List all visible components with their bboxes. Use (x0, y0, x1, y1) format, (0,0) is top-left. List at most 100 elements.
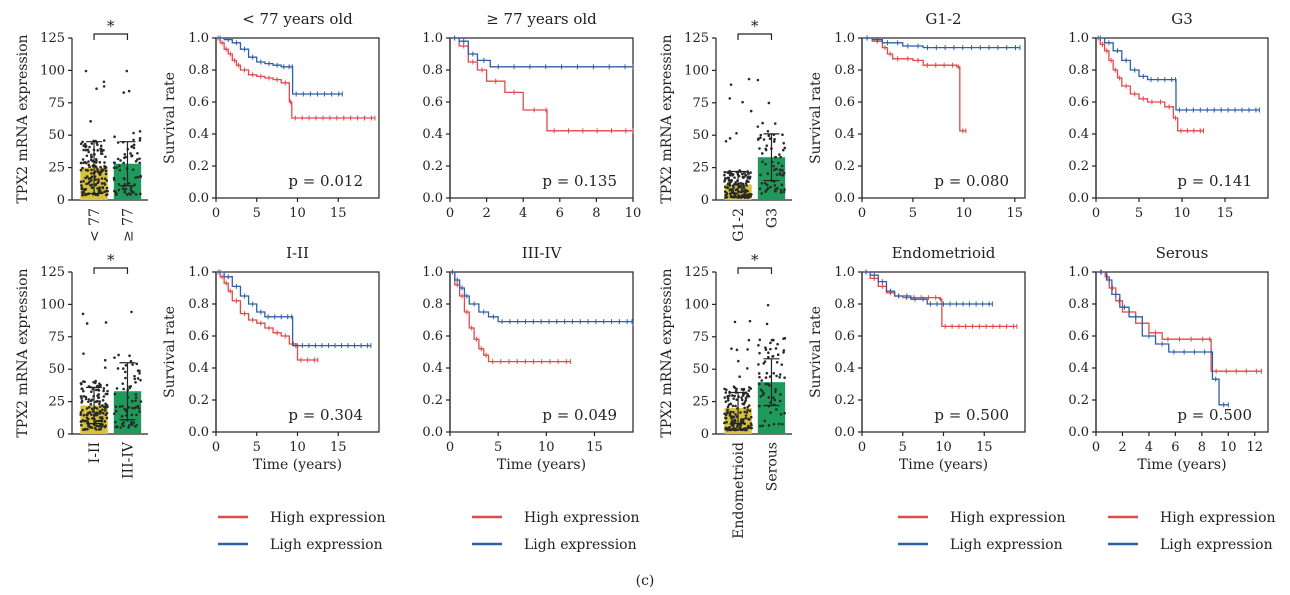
scatter-point (100, 419, 103, 423)
y-tick-label: 0.4 (422, 127, 443, 142)
scatter-point (728, 188, 732, 192)
scatter-point (778, 373, 782, 376)
scatter-point (127, 89, 131, 93)
scatter-point (105, 383, 109, 387)
scatter-point (729, 402, 733, 406)
scatter-point (748, 386, 751, 389)
scatter-point (134, 381, 137, 384)
scatter-point (103, 420, 107, 423)
scatter-point (732, 415, 736, 419)
scatter-point (80, 184, 83, 187)
legend-label-low: Ligh expression (1160, 537, 1273, 553)
y-tick-label: 0.2 (1068, 393, 1089, 408)
scatter-point (101, 398, 105, 402)
scatter-point (746, 405, 749, 409)
scatter-point (117, 164, 121, 168)
y-tick-label: 1.0 (834, 265, 855, 280)
scatter-point (96, 143, 99, 147)
scatter-point (104, 155, 107, 159)
scatter-point (104, 406, 107, 410)
scatter-point (101, 417, 104, 421)
x-category-label: G1-2 (731, 208, 747, 242)
scatter-point (128, 424, 131, 427)
scatter-point (138, 157, 141, 160)
scatter-point (783, 188, 786, 191)
chart-panel-8: 0.0 0.2 0.4 0.6 0.8 1.0 Survival rate 0 5 10 15 I-I… (162, 244, 380, 473)
y-axis-label: Survival rate (162, 72, 178, 164)
scatter-point (135, 423, 138, 427)
x-tick-label: 2 (1118, 440, 1126, 455)
scatter-point (724, 391, 728, 394)
scatter-point (765, 322, 769, 326)
significance-bracket (93, 33, 129, 40)
scatter-point (757, 382, 761, 386)
y-tick-label: 125 (684, 31, 709, 46)
scatter-point (723, 190, 727, 193)
scatter-point (118, 405, 122, 408)
scatter-point (123, 370, 127, 374)
scatter-point (122, 91, 126, 94)
scatter-point (138, 410, 141, 413)
scatter-point (90, 155, 93, 159)
scatter-point (775, 360, 779, 364)
figure-label: (c) (636, 573, 655, 589)
scatter-point (121, 382, 125, 385)
scatter-point (739, 420, 743, 424)
scatter-point (125, 193, 129, 196)
scatter-point (80, 423, 83, 427)
y-tick-label: 0.0 (1068, 425, 1089, 440)
scatter-point (761, 424, 765, 428)
scatter-point (88, 165, 91, 169)
scatter-point (105, 411, 109, 415)
x-tick-label: 6 (556, 206, 564, 221)
scatter-point (732, 410, 735, 414)
scatter-point (735, 131, 738, 135)
scatter-point (730, 179, 733, 183)
scatter-point (113, 161, 116, 165)
plot-frame (449, 271, 634, 433)
scatter-point (724, 185, 727, 189)
significance-star: * (107, 251, 115, 269)
scatter-point (758, 424, 762, 428)
scatter-point (105, 193, 109, 196)
scatter-point (725, 420, 728, 424)
scatter-point (84, 187, 88, 191)
scatter-point (742, 418, 745, 421)
scatter-point (98, 160, 102, 164)
scatter-point (742, 388, 745, 392)
scatter-point (779, 188, 783, 192)
scatter-point (88, 180, 91, 184)
scatter-point (129, 186, 133, 189)
chart-panel-9: 0.0 0.2 0.4 0.6 0.8 1.0 0 5 10 15 III-IV Time (year… (422, 244, 634, 473)
scatter-point (79, 142, 83, 146)
scatter-point (85, 175, 89, 178)
scatter-point (81, 166, 84, 170)
scatter-point (778, 399, 782, 403)
scatter-point (777, 422, 781, 426)
scatter-point (759, 136, 762, 139)
p-value-label: p = 0.012 (288, 172, 363, 190)
scatter-point (102, 148, 105, 152)
x-tick-label: 5 (253, 440, 261, 455)
scatter-point (771, 354, 775, 358)
scatter-point (739, 190, 742, 194)
scatter-point (743, 401, 747, 404)
significance-bracket (737, 33, 773, 40)
scatter-point (725, 388, 728, 392)
scatter-point (90, 417, 94, 420)
y-tick-label: 0.2 (422, 393, 443, 408)
p-value-label: p = 0.304 (288, 406, 363, 424)
x-category-label: I-II (87, 442, 103, 463)
scatter-point (739, 423, 742, 427)
x-tick-label: 10 (1220, 440, 1237, 455)
scatter-point (104, 172, 108, 176)
y-tick-label: 125 (684, 265, 709, 280)
x-tick-label: 15 (330, 206, 347, 221)
scatter-point (134, 176, 138, 179)
scatter-point (757, 137, 760, 140)
scatter-point (767, 355, 770, 359)
scatter-point (123, 183, 127, 186)
y-tick-label: 25 (48, 395, 65, 410)
scatter-point (96, 181, 100, 185)
scatter-point (121, 187, 125, 191)
